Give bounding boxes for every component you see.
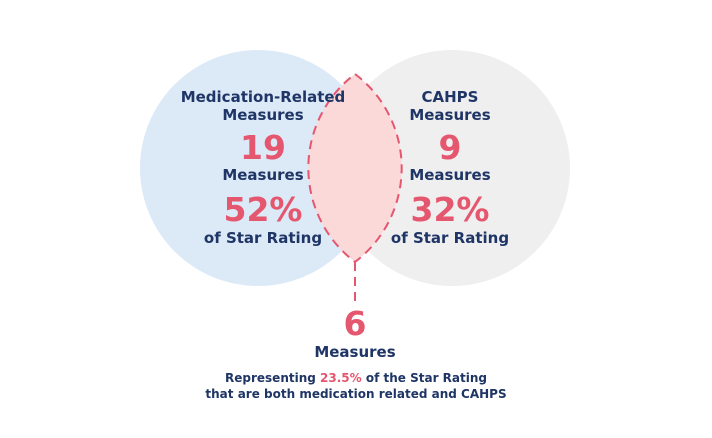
right-count-label: Measures xyxy=(409,166,491,184)
overlap-count: 6 xyxy=(343,304,367,343)
left-title-line2: Measures xyxy=(222,106,304,124)
overlap-highlight-percent: 23.5% xyxy=(320,371,362,385)
overlap-description-line2: that are both medication related and CAH… xyxy=(205,387,507,401)
left-percent-label: of Star Rating xyxy=(203,229,323,247)
left-title-line1: Medication-Related xyxy=(180,88,346,106)
right-count: 9 xyxy=(438,128,462,167)
left-title: Medication-Related Measures xyxy=(178,88,348,124)
right-circle xyxy=(334,50,570,286)
overlap-line1-prefix: Representing xyxy=(225,371,321,385)
right-title: CAHPS Measures xyxy=(375,88,525,124)
left-circle xyxy=(140,50,376,286)
right-percent: 32% xyxy=(410,190,490,229)
left-count-label: Measures xyxy=(222,166,304,184)
overlap-line1-suffix: of the Star Rating xyxy=(361,371,487,385)
right-title-line1: CAHPS xyxy=(421,88,479,106)
left-count: 19 xyxy=(240,128,286,167)
left-percent: 52% xyxy=(223,190,303,229)
right-percent-label: of Star Rating xyxy=(390,229,510,247)
right-title-line2: Measures xyxy=(409,106,491,124)
overlap-count-label: Measures xyxy=(314,343,396,361)
overlap-description-line1: Representing 23.5% of the Star Rating xyxy=(176,370,536,386)
